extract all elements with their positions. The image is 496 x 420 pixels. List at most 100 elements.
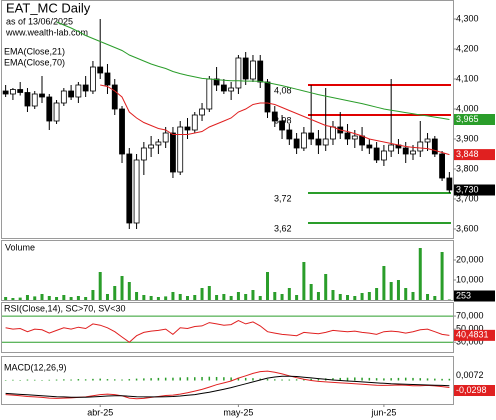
volume-bar <box>105 294 109 300</box>
volume-bar <box>200 288 204 300</box>
histogram-bar <box>179 377 181 381</box>
histogram-bar <box>295 379 298 381</box>
value-tag-label: 40,4831 <box>456 330 489 340</box>
price-panel <box>1 0 454 239</box>
legend-entry: EMA(Close,21) <box>4 46 65 56</box>
volume-bar <box>98 272 102 300</box>
volume-bar <box>4 297 8 300</box>
candle-body <box>315 138 322 146</box>
candle-body <box>39 93 45 98</box>
chart-title: EAT_MC Daily <box>6 0 91 15</box>
volume-bar <box>396 280 400 300</box>
histogram-bar <box>201 376 203 381</box>
volume-bar <box>113 286 117 300</box>
candle-body <box>308 132 315 140</box>
panel-title: MACD(12,26,9) <box>4 362 67 372</box>
histogram-bar <box>33 379 36 381</box>
indicator-line <box>5 370 450 400</box>
volume-bar <box>33 296 37 300</box>
histogram-bar <box>172 377 174 381</box>
legend-entry: EMA(Close,70) <box>4 57 65 67</box>
volume-bar <box>149 296 153 300</box>
candle-body <box>53 102 60 122</box>
volume-bar <box>120 276 124 300</box>
histogram-bar <box>397 377 400 381</box>
histogram-bar <box>288 379 291 381</box>
volume-bar <box>382 266 386 300</box>
volume-bar <box>266 272 270 300</box>
level-label: 3,62 <box>274 223 292 233</box>
volume-bar <box>185 296 189 300</box>
candle-body <box>344 132 351 140</box>
volume-bar <box>404 288 408 300</box>
histogram-bar <box>361 377 363 381</box>
candle-body <box>60 90 67 104</box>
volume-bar <box>338 294 342 300</box>
volume-bar <box>309 284 313 300</box>
histogram-bar <box>48 379 51 381</box>
candle-body <box>402 147 409 155</box>
volume-bar <box>171 292 175 300</box>
volume-bar <box>251 290 255 300</box>
indicator-line <box>56 21 450 120</box>
candle-body <box>119 108 125 155</box>
candle-body <box>199 108 205 116</box>
x-tick-label: jun-25 <box>370 407 396 417</box>
y-tick-label: 3,900 <box>456 133 479 143</box>
candle-body <box>286 129 293 140</box>
candle-body <box>271 111 278 122</box>
histogram-bar <box>157 377 160 381</box>
histogram-bar <box>84 379 87 381</box>
volume-bar <box>127 282 131 300</box>
volume-bar <box>302 262 306 300</box>
candle-body <box>410 150 416 155</box>
histogram-bar <box>281 379 283 381</box>
histogram-bar <box>121 379 123 381</box>
histogram-bar <box>368 377 371 381</box>
volume-bar <box>316 292 320 300</box>
source: www.wealth-lab.com <box>5 27 88 37</box>
candle-body <box>82 84 89 92</box>
candle-body <box>264 81 271 113</box>
candle-body <box>351 135 358 140</box>
value-tag-label: -0,0298 <box>456 385 487 395</box>
volume-bar <box>280 294 284 300</box>
candle-body <box>24 92 31 107</box>
histogram-bar <box>426 378 429 381</box>
histogram-bar <box>375 378 378 381</box>
histogram-bar <box>194 377 196 381</box>
histogram-bar <box>150 378 152 381</box>
candle-body <box>228 87 235 92</box>
volume-bar <box>69 297 73 300</box>
candle-body <box>184 126 191 131</box>
indicator-line <box>5 320 450 343</box>
candle-body <box>177 126 184 173</box>
candle-body <box>424 138 431 143</box>
histogram-bar <box>266 379 269 381</box>
candle-body <box>235 57 242 89</box>
candle-body <box>206 78 213 110</box>
volume-bar <box>135 292 139 300</box>
histogram-bar <box>164 377 167 381</box>
volume-bar <box>62 295 66 300</box>
candle-body <box>300 132 307 149</box>
y-tick-label: 30,000 <box>456 337 484 347</box>
histogram-bar <box>143 378 145 381</box>
volume-bar <box>11 298 15 300</box>
histogram-bar <box>354 377 356 381</box>
candle-body <box>90 66 96 92</box>
y-tick-label: 4,300 <box>456 13 479 23</box>
histogram-bar <box>215 376 218 381</box>
histogram-bar <box>26 379 29 381</box>
candle-body <box>359 135 365 146</box>
y-tick-label: 20,000 <box>456 254 484 264</box>
histogram-bar <box>390 378 392 381</box>
y-tick-label: 70,000 <box>456 310 484 320</box>
volume-bar <box>25 295 29 300</box>
histogram-bar <box>274 379 276 381</box>
candle-body <box>220 84 227 92</box>
histogram-bar <box>4 380 7 381</box>
volume-bar <box>91 290 95 300</box>
histogram-bar <box>412 377 414 381</box>
